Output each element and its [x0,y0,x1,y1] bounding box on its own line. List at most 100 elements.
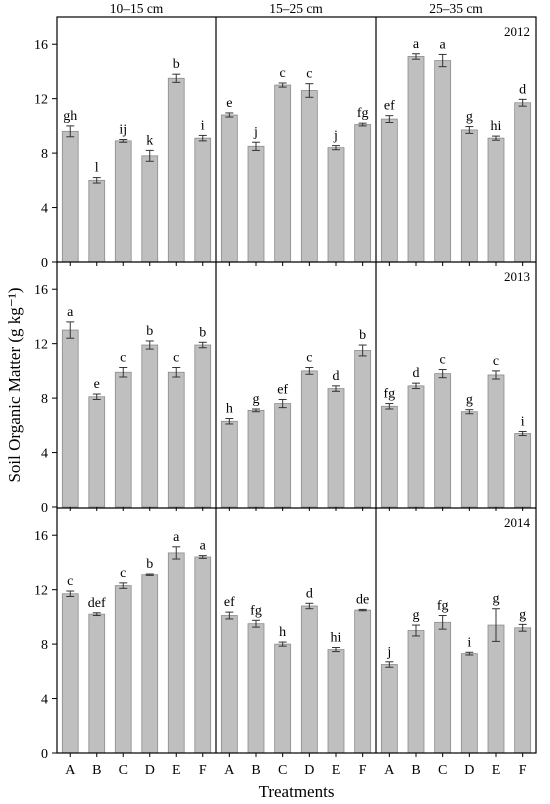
bar-A [220,420,238,508]
bar-C [434,60,452,263]
bar-F [354,124,372,263]
bar-F [514,627,532,754]
x-tick-label-E: E [332,763,341,778]
year-label-2013: 2013 [504,269,530,284]
y-tick-label: 4 [41,447,48,462]
x-tick-label-B: B [411,763,420,778]
significance-letter: i [521,414,525,429]
significance-letter: e [94,377,100,392]
bar-D [460,411,478,508]
x-tick-label-C: C [278,763,287,778]
significance-letter: d [519,82,526,97]
significance-letter: g [466,110,473,125]
y-tick-label: 16 [34,283,48,298]
significance-letter: g [466,393,473,408]
y-tick-label: 16 [34,38,48,53]
x-tick-label-F: F [359,763,367,778]
significance-letter: a [440,37,447,52]
y-axis-title: Soil Organic Matter (g kg⁻¹) [5,287,24,482]
depth-labels: 10–15 cm 15–25 cm 25–35 cm [110,1,484,16]
significance-letter: c [120,350,126,365]
bar-B [247,145,265,263]
bar-E [487,624,505,754]
bar-C [274,643,292,754]
significance-letter: c [120,566,126,581]
bar-E [167,552,185,754]
significance-letter: a [413,37,420,52]
depth-label-15-25: 15–25 cm [269,1,323,16]
bar-E [487,374,505,508]
significance-letter: g [413,608,420,623]
bar-F [194,344,212,508]
bar-F [354,609,372,754]
bar-E [327,649,345,754]
significance-letter: l [95,161,99,176]
significance-letter: de [356,592,369,607]
bar-C [114,371,132,508]
significance-letter: fg [383,387,395,402]
significance-letter: c [173,350,179,365]
significance-letter: b [199,325,206,340]
bar-E [327,147,345,263]
bar-D [460,129,478,263]
significance-letter: a [173,530,180,545]
significance-letter: fg [250,603,262,618]
x-tick-label-F: F [519,763,527,778]
significance-letter: i [201,118,205,133]
bar-E [487,137,505,263]
depth-label-10-15: 10–15 cm [110,1,164,16]
y-tick-label: 8 [41,638,48,653]
significance-letter: b [359,328,366,343]
x-tick-label-A: A [224,763,235,778]
bar-E [167,371,185,508]
significance-letter: j [386,645,391,660]
bar-B [247,623,265,754]
bar-C [114,140,132,263]
x-axis-title: Treatments [259,782,335,801]
x-tick-label-D: D [464,763,474,778]
bar-C [434,621,452,754]
bar-C [114,585,132,754]
bar-D [141,574,159,754]
x-tick-label-E: E [172,763,181,778]
significance-letter: c [67,574,73,589]
x-tick-label-C: C [119,763,128,778]
bar-B [88,179,106,263]
bar-A [220,615,238,754]
significance-letter: fg [357,106,369,121]
bar-F [194,137,212,263]
significance-letter: d [413,366,420,381]
significance-letter: j [253,125,258,140]
bar-C [274,403,292,508]
bar-B [247,409,265,508]
x-tick-label-D: D [304,763,314,778]
significance-letter: def [88,596,106,611]
bar-B [407,385,425,508]
significance-letter: h [226,402,233,417]
significance-letter: b [173,57,180,72]
significance-letter: c [493,354,499,369]
bar-F [194,556,212,754]
significance-letter: e [226,96,232,111]
bar-A [61,130,79,263]
bar-A [380,405,398,508]
bar-D [460,653,478,754]
bar-B [88,396,106,508]
significance-letter: k [146,133,153,148]
significance-letter: j [333,129,338,144]
x-tick-label-B: B [251,763,260,778]
x-tick-label-C: C [438,763,447,778]
y-tick-label: 0 [41,501,48,516]
bar-A [61,593,79,754]
x-tick-label-A: A [384,763,395,778]
significance-letter: hi [491,119,502,134]
significance-letter: g [519,607,526,622]
y-tick-label: 12 [34,93,48,108]
bar-A [220,114,238,263]
y-tick-label: 16 [34,529,48,544]
significance-letter: c [280,66,286,81]
bar-B [407,630,425,754]
significance-letter: a [200,539,207,554]
